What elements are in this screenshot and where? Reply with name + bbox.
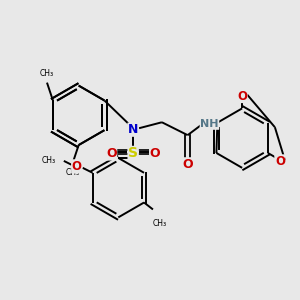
Text: S: S	[128, 146, 138, 161]
Text: O: O	[275, 155, 285, 168]
Text: O: O	[182, 158, 193, 171]
Text: O: O	[150, 147, 160, 160]
Text: CH₃: CH₃	[40, 69, 54, 78]
Text: N: N	[128, 123, 138, 136]
Text: CH₃: CH₃	[66, 168, 80, 177]
Text: O: O	[106, 147, 117, 160]
Text: O: O	[237, 89, 247, 103]
Text: O: O	[72, 160, 82, 173]
Text: NH: NH	[200, 119, 219, 129]
Text: CH₃: CH₃	[42, 156, 56, 165]
Text: CH₃: CH₃	[153, 219, 167, 228]
